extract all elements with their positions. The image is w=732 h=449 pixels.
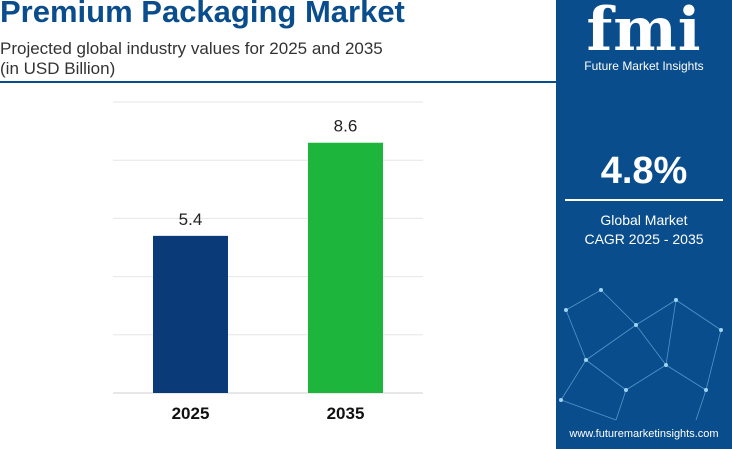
data-label-2035: 8.6 [334,117,358,136]
logo-company-name: Future Market Insights [584,59,704,73]
chart-title: Premium Packaging Market [0,0,405,29]
network-decoration [559,288,723,421]
chart-unit-label: (in USD Billion) [0,59,116,78]
title-divider [0,81,556,83]
data-label-2025: 5.4 [179,210,203,229]
x-tick-label-2025: 2025 [172,404,210,423]
brand-side-panel: fmi Future Market Insights 4.8% Global M… [556,0,732,449]
cagr-divider [565,199,723,201]
website-url: www.futuremarketinsights.com [569,428,719,440]
chart-subtitle: Projected global industry values for 202… [0,39,383,58]
fmi-logo: fmi [586,0,702,65]
bar-2035 [308,142,383,393]
cagr-label-market: Global Market [600,212,688,228]
cagr-value: 4.8% [600,150,688,192]
x-tick-label-2035: 2035 [327,404,365,423]
bar-2025 [153,235,228,393]
cagr-label-period: CAGR 2025 - 2035 [584,231,704,247]
bar-chart: 5.4 2025 8.6 2035 [113,101,423,423]
